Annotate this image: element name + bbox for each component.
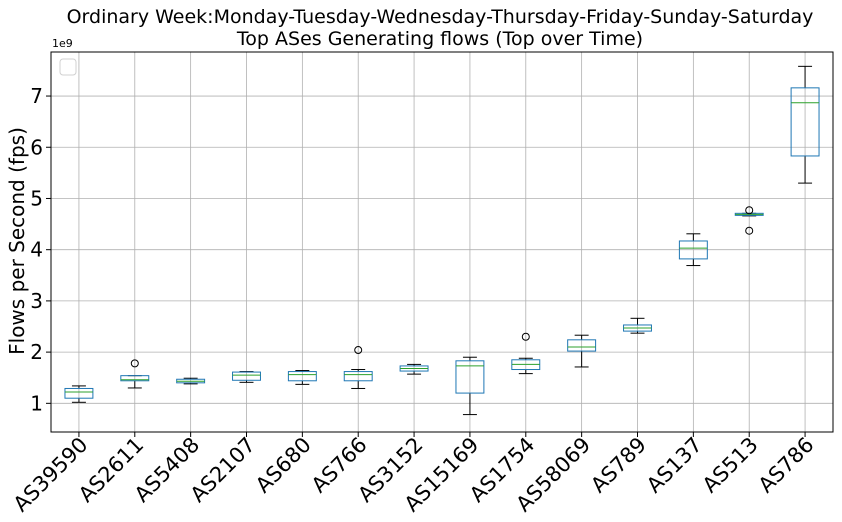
x-tick-label: AS789 (586, 433, 651, 498)
y-tick-label: 5 (30, 186, 43, 210)
legend-box (59, 58, 77, 76)
outlier-point (745, 226, 754, 235)
outlier-point (354, 346, 363, 355)
y-axis-label: Flows per Second (fps) (5, 127, 29, 355)
y-tick-label: 2 (30, 340, 43, 364)
y-tick-label: 4 (30, 238, 43, 262)
y-tick-label: 6 (30, 135, 43, 159)
outlier-point (745, 206, 754, 215)
x-tick-label: AS39590 (9, 433, 93, 517)
box (790, 87, 820, 157)
outlier-point (130, 359, 139, 368)
outlier-point (521, 332, 530, 341)
plot-area: 1234567AS39590AS2611AS5408AS2107AS680AS7… (9, 51, 834, 517)
box (455, 360, 485, 394)
y-exponent-label: 1e9 (52, 37, 73, 50)
x-tick-label: AS137 (642, 433, 707, 498)
box (232, 371, 261, 381)
box (120, 375, 150, 382)
box (678, 240, 708, 260)
x-tick-label: AS513 (698, 433, 763, 498)
y-tick-label: 7 (30, 84, 43, 108)
chart-title: Ordinary Week:Monday-Tuesday-Wednesday-T… (67, 6, 814, 28)
box (343, 371, 373, 382)
axes-frame (50, 51, 834, 433)
x-tick-label: AS786 (754, 433, 819, 498)
box (567, 339, 597, 352)
y-tick-label: 3 (30, 289, 43, 313)
box (287, 371, 317, 382)
y-tick-label: 1 (30, 391, 43, 415)
box (64, 387, 94, 399)
chart-subtitle: Top ASes Generating flows (Top over Time… (236, 28, 643, 50)
x-tick-label: AS680 (251, 433, 316, 498)
